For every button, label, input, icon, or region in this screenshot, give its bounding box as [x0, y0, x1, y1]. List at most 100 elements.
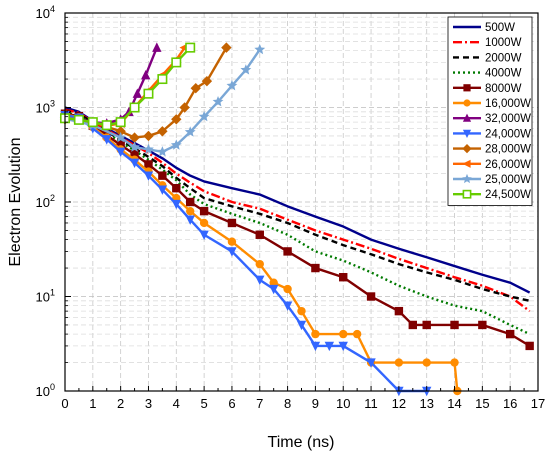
data-point: [422, 320, 431, 330]
legend-label: 25,000W: [485, 174, 531, 186]
data-point: [366, 292, 376, 301]
data-point: [268, 284, 279, 295]
data-point: [171, 199, 181, 210]
data-point: [297, 306, 306, 316]
data-point: [394, 306, 404, 316]
data-point: [124, 106, 134, 117]
data-point: [129, 158, 140, 168]
y-axis: 100 101 102 103 104: [36, 4, 71, 399]
data-point: [394, 358, 404, 367]
data-point: [171, 114, 182, 125]
data-point: [226, 80, 238, 91]
data-point: [462, 129, 472, 138]
data-point: [190, 83, 201, 94]
data-point: [73, 114, 84, 125]
legend-label: 26,000W: [485, 159, 531, 171]
data-point: [186, 197, 195, 207]
x-tick-label: 1: [89, 396, 96, 411]
data-point: [240, 64, 252, 75]
data-point: [505, 329, 515, 339]
data-point: [116, 140, 125, 150]
data-point: [199, 230, 209, 240]
data-point: [310, 341, 321, 352]
data-point: [463, 99, 471, 107]
data-point: [179, 102, 190, 113]
x-tick-label: 4: [173, 396, 180, 411]
x-tick-label: 10: [336, 396, 350, 411]
data-point: [199, 218, 209, 228]
data-point: [339, 329, 348, 339]
data-point: [143, 88, 154, 99]
data-point: [311, 329, 320, 339]
data-point: [101, 120, 112, 131]
data-point: [255, 230, 264, 239]
legend-item: 2000W: [453, 52, 522, 64]
y-tick-label: 101: [36, 288, 55, 305]
y-tick-label: 103: [36, 99, 55, 116]
legend-item: 28,000W: [453, 144, 531, 156]
data-point: [185, 42, 196, 53]
data-point: [140, 69, 151, 80]
legend-item: 32,000W: [453, 113, 531, 125]
x-tick-label: 6: [228, 396, 235, 411]
data-point: [130, 150, 139, 159]
data-point: [450, 358, 459, 367]
data-point: [338, 341, 348, 352]
data-point: [115, 126, 126, 137]
data-point: [156, 146, 168, 157]
data-point: [172, 183, 181, 193]
series-line: [64, 106, 531, 294]
x-tick-label: 0: [61, 396, 68, 411]
y-axis-label: Electron Evolution: [7, 138, 24, 267]
data-point: [115, 131, 127, 143]
series-line: [64, 109, 530, 302]
data-point: [255, 275, 265, 286]
data-point: [102, 135, 112, 145]
data-point: [129, 141, 140, 152]
data-point: [157, 74, 168, 85]
data-point: [254, 43, 266, 55]
series-line: [64, 113, 459, 392]
data-point: [143, 171, 154, 181]
data-point: [198, 110, 210, 122]
x-tick-label: 3: [145, 396, 152, 411]
data-point: [201, 75, 213, 87]
legend-label: 8000W: [485, 83, 522, 95]
x-tick-label: 5: [201, 396, 208, 411]
data-point: [132, 88, 143, 98]
x-tick-label: 17: [531, 396, 545, 411]
data-point: [462, 159, 471, 168]
data-point: [525, 341, 534, 351]
x-axis-label: Time (ns): [268, 434, 335, 451]
data-point: [227, 218, 237, 228]
x-tick-label: 15: [475, 396, 489, 411]
series-layer: [59, 42, 534, 397]
legend-item: 16,000W: [453, 98, 531, 110]
series-2000w: [64, 109, 530, 302]
series-500w: [64, 106, 531, 294]
data-point: [462, 144, 472, 154]
series-line: [64, 113, 427, 393]
legend-label: 2000W: [485, 52, 522, 64]
data-point: [227, 237, 237, 246]
legend-item: 25,000W: [453, 173, 531, 186]
data-point: [283, 247, 292, 256]
data-point: [212, 96, 224, 107]
data-point: [352, 329, 362, 339]
data-point: [199, 206, 209, 216]
data-point: [143, 143, 154, 155]
y-tick-label: 100: [36, 382, 55, 399]
legend-label: 24,500W: [485, 189, 531, 201]
data-point: [143, 130, 154, 142]
data-point: [422, 358, 431, 367]
x-tick-label: 16: [503, 396, 517, 411]
series-25000w: [59, 43, 266, 157]
y-tick-label: 104: [36, 4, 55, 21]
legend-item: 26,000W: [453, 159, 531, 171]
data-point: [170, 139, 182, 150]
data-point: [408, 320, 417, 330]
data-point: [478, 320, 487, 330]
legend-label: 32,000W: [485, 113, 531, 125]
data-point: [227, 247, 237, 257]
